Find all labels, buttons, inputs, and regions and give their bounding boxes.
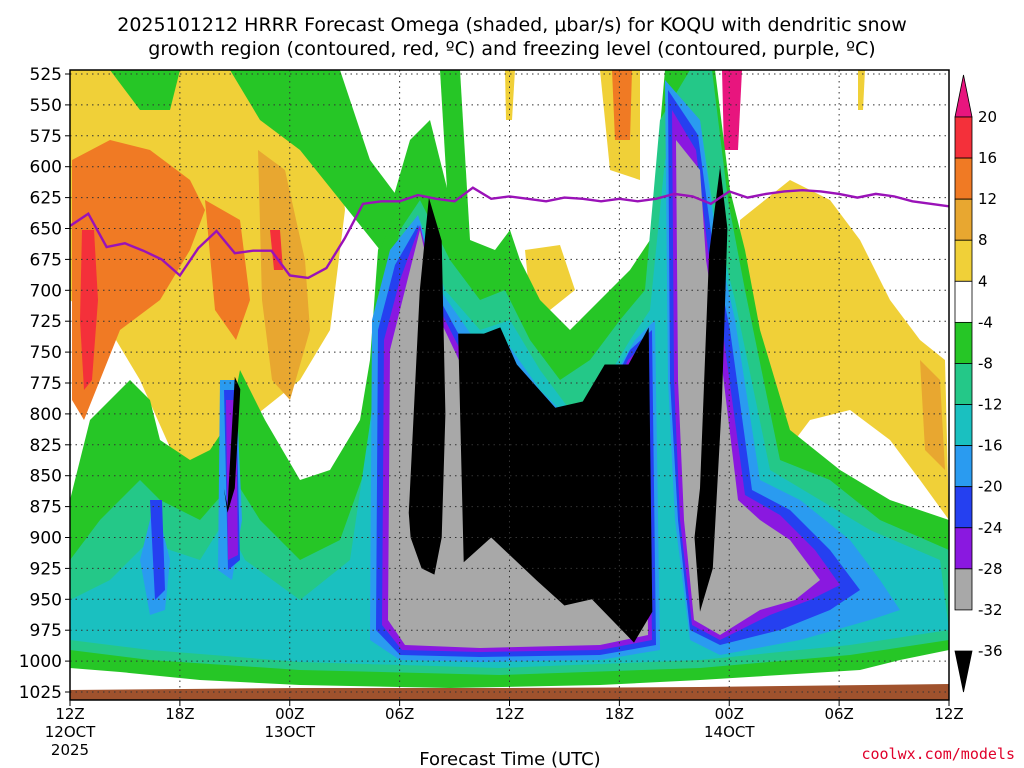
chart-title-line1: 2025101212 HRRR Forecast Omega (shaded, … [117,14,906,36]
colorbar-label: 8 [978,231,988,249]
x-tick-label: 06Z [824,705,853,723]
y-tick-label: 750 [30,343,62,363]
omega-core-2 [694,166,728,612]
y-tick-label: 875 [30,498,62,518]
y-tick-label: 625 [30,189,62,209]
omega-positive-orange-top [612,70,632,140]
grid-lines [70,70,949,700]
colorbar-label: 12 [978,190,997,208]
x-tick-date: 14OCT [704,723,755,741]
y-tick-label: 900 [30,529,62,549]
colorbar-label: -36 [978,642,1003,660]
colorbar-label: -16 [978,437,1003,455]
omega-positive-magenta-top [722,70,742,150]
x-tick-date: 13OCT [264,723,315,741]
colorbar-label: -12 [978,396,1003,414]
y-tick-label: 525 [30,65,62,85]
y-axis: 525 550 575 600 625 650 675 700 725 750 775 800 825 8… [19,65,70,703]
x-tick-label: 06Z [385,705,414,723]
colorbar-swatch-5 [954,280,973,323]
omega-core-0 [406,197,446,575]
y-tick-label: 650 [30,220,62,240]
omega-positive-yellow-smalltop [505,70,515,120]
y-tick-label: 925 [30,559,62,579]
omega-positive-yellow-right-tiny [858,70,865,110]
y-tick-label: 950 [30,590,62,610]
colorbar-label: -4 [978,313,993,331]
y-tick-label: 850 [30,467,62,487]
x-tick-year: 2025 [51,741,89,759]
x-axis-title: Forecast Time (UTC) [419,749,600,768]
colorbar-swatch-1 [954,116,973,159]
credit-text: coolwx.com/models [861,745,1015,763]
x-tick-label: 12Z [55,705,84,723]
omega-positive-orange-right [920,360,945,470]
omega-strong-cores [223,166,728,643]
omega-negative-green-top-band [440,70,470,240]
colorbar-label: 16 [978,149,997,167]
plot-area [70,70,949,700]
colorbar-label: -32 [978,601,1003,619]
colorbar-cap-bottom [954,650,973,693]
colorbar-label: -20 [978,478,1003,496]
colorbar-swatch-4 [954,239,973,282]
x-tick-label: 12Z [934,705,963,723]
freezing-level-line [70,186,949,280]
omega-positive-orange-left [72,140,205,420]
y-tick-label: 1000 [19,652,62,672]
y-tick-label: 800 [30,405,62,425]
x-tick-label: 18Z [165,705,194,723]
omega-positive-orange-mid2 [258,150,310,400]
y-tick-label: 825 [30,436,62,456]
colorbar: 20 16 12 8 4 -4 -8 -12 -16 -20 -24 -28 -32 -36 [954,74,1003,693]
colorbar-swatch-11 [954,527,973,570]
colorbar-swatch-2 [954,157,973,200]
colorbar-label: -24 [978,519,1003,537]
omega-core-3 [223,376,241,513]
x-tick-label: 00Z [275,705,304,723]
colorbar-label: -28 [978,560,1003,578]
y-tick-label: 775 [30,374,62,394]
omega-negative-green-top-mid [230,70,400,250]
colorbar-label: 4 [978,272,988,290]
colorbar-label: 20 [978,108,997,126]
y-tick-label: 675 [30,250,62,270]
y-tick-label: 550 [30,96,62,116]
colorbar-cap-top [954,74,973,118]
omega-positive-orange-mid [205,200,250,340]
y-tick-label: 1025 [19,683,62,703]
omega-core-1 [458,327,653,643]
chart-title-line2: growth region (contoured, red, ºC) and f… [148,38,875,60]
colorbar-swatch-3 [954,198,973,241]
omega-negative-green-top-left [110,70,180,110]
colorbar-swatch-10 [954,486,973,529]
colorbar-swatch-9 [954,445,973,488]
x-tick-label: 12Z [495,705,524,723]
y-tick-label: 600 [30,158,62,178]
omega-positive-yellow-center [525,245,575,310]
y-tick-label: 700 [30,281,62,301]
y-tick-label: 725 [30,312,62,332]
colorbar-swatch-8 [954,404,973,447]
colorbar-swatch-12 [954,568,973,611]
x-tick-label: 00Z [715,705,744,723]
colorbar-swatch-6 [954,321,973,364]
colorbar-swatch-7 [954,363,973,405]
x-tick-date: 12OCT [45,723,96,741]
omega-positive-red-left [80,230,98,390]
x-tick-label: 18Z [605,705,634,723]
colorbar-label: -8 [978,354,993,372]
y-tick-label: 975 [30,621,62,641]
y-tick-label: 575 [30,127,62,147]
